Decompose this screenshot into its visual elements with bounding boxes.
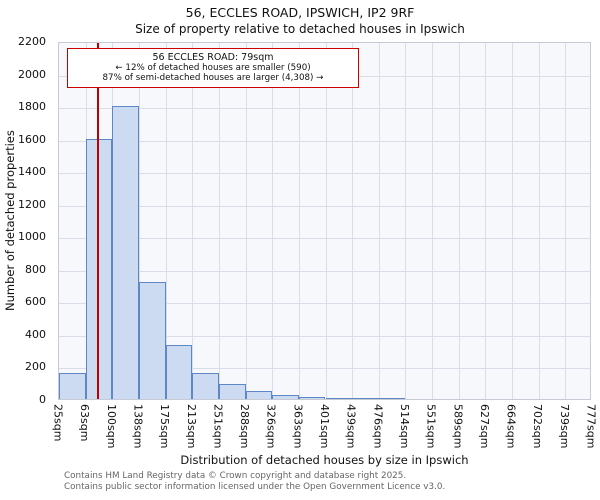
annotation-property: 56 ECCLES ROAD: 79sqm (152, 52, 274, 63)
x-tick-label: 514sqm (397, 404, 411, 449)
x-tick-label: 551sqm (424, 404, 438, 449)
v-gridline (538, 43, 540, 399)
x-tick-label: 627sqm (477, 404, 491, 449)
x-tick-label: 476sqm (371, 404, 385, 449)
y-tick-label: 600 (25, 295, 46, 309)
x-tick-label: 702sqm (531, 404, 545, 449)
annotation-box: 56 ECCLES ROAD: 79sqm ← 12% of detached … (67, 48, 359, 88)
x-tick-label: 777sqm (584, 404, 598, 449)
histogram-bar (272, 395, 299, 399)
v-gridline (298, 43, 300, 399)
annotation-smaller: ← 12% of detached houses are smaller (59… (115, 63, 311, 73)
property-marker-line (97, 43, 99, 399)
plot-area: 56 ECCLES ROAD: 79sqm ← 12% of detached … (58, 42, 591, 400)
h-gridline (59, 140, 590, 142)
v-gridline (272, 43, 274, 399)
chart-title: 56, ECCLES ROAD, IPSWICH, IP2 9RF (185, 5, 415, 20)
histogram-bar (138, 281, 166, 399)
h-gridline (59, 205, 590, 207)
v-gridline (138, 43, 140, 399)
v-gridline (512, 43, 514, 399)
y-tick-label: 1000 (18, 230, 46, 244)
x-tick-label: 363sqm (291, 404, 305, 449)
y-tick-label: 200 (25, 360, 46, 374)
v-gridline (405, 43, 407, 399)
y-tick-label: 400 (25, 327, 46, 341)
histogram-bar (85, 138, 113, 399)
x-tick-label: 100sqm (104, 404, 118, 449)
x-tick-label: 138sqm (131, 404, 145, 449)
x-tick-label: 63sqm (78, 404, 92, 442)
h-gridline (59, 303, 590, 305)
histogram-bar (378, 398, 406, 399)
x-tick-label: 25sqm (51, 404, 65, 442)
x-tick-label: 401sqm (318, 404, 331, 449)
v-gridline (245, 43, 247, 399)
y-tick-label: 800 (25, 262, 46, 276)
histogram-bar (112, 106, 139, 399)
x-tick-label: 175sqm (158, 404, 172, 449)
v-gridline (565, 43, 567, 399)
x-tick-label: 664sqm (504, 404, 518, 449)
h-gridline (59, 270, 590, 272)
h-gridline (59, 173, 590, 175)
v-gridline (432, 43, 434, 399)
histogram-bar (59, 372, 86, 399)
histogram-bar (245, 390, 273, 399)
y-tick-label: 1600 (18, 132, 46, 146)
v-gridline (325, 43, 327, 399)
h-gridline (59, 108, 590, 110)
x-tick-label: 589sqm (451, 404, 465, 449)
y-tick-label: 1200 (18, 197, 46, 211)
v-gridline (458, 43, 460, 399)
x-tick-label: 739sqm (557, 404, 571, 449)
footer-line-2: Contains public sector information licen… (64, 481, 446, 492)
histogram-bar (325, 397, 353, 399)
histogram-bar (298, 397, 326, 399)
y-tick-label: 1800 (18, 100, 46, 114)
annotation-larger: 87% of semi-detached houses are larger (… (102, 73, 324, 83)
y-axis-title: Number of detached properties (3, 130, 17, 312)
h-gridline (59, 238, 590, 240)
h-gridline (59, 368, 590, 370)
y-tick-label: 1400 (18, 165, 46, 179)
y-tick-label: 2200 (18, 35, 46, 48)
x-tick-label: 326sqm (264, 404, 278, 449)
v-gridline (352, 43, 354, 399)
y-tick-label: 0 (39, 393, 46, 406)
x-tick-label: 439sqm (344, 404, 358, 449)
v-gridline (218, 43, 220, 399)
x-tick-label: 288sqm (238, 404, 252, 449)
footer-line-1: Contains HM Land Registry data © Crown c… (64, 471, 407, 481)
v-gridline (192, 43, 194, 399)
x-tick-label: 251sqm (211, 404, 225, 449)
histogram-bar (192, 372, 219, 399)
histogram-bars (59, 43, 590, 399)
v-gridline (485, 43, 487, 399)
histogram-bar (218, 384, 246, 399)
histogram-bar (352, 398, 379, 399)
chart-subtitle: Size of property relative to detached ho… (135, 22, 465, 36)
footer: Contains HM Land Registry data © Crown c… (64, 471, 594, 492)
h-gridline (59, 335, 590, 337)
x-axis-title: Distribution of detached houses by size … (180, 453, 469, 467)
histogram-bar (165, 345, 193, 399)
y-tick-label: 2000 (18, 67, 46, 81)
v-gridline (378, 43, 380, 399)
x-tick-label: 213sqm (184, 404, 198, 449)
v-gridline (165, 43, 167, 399)
